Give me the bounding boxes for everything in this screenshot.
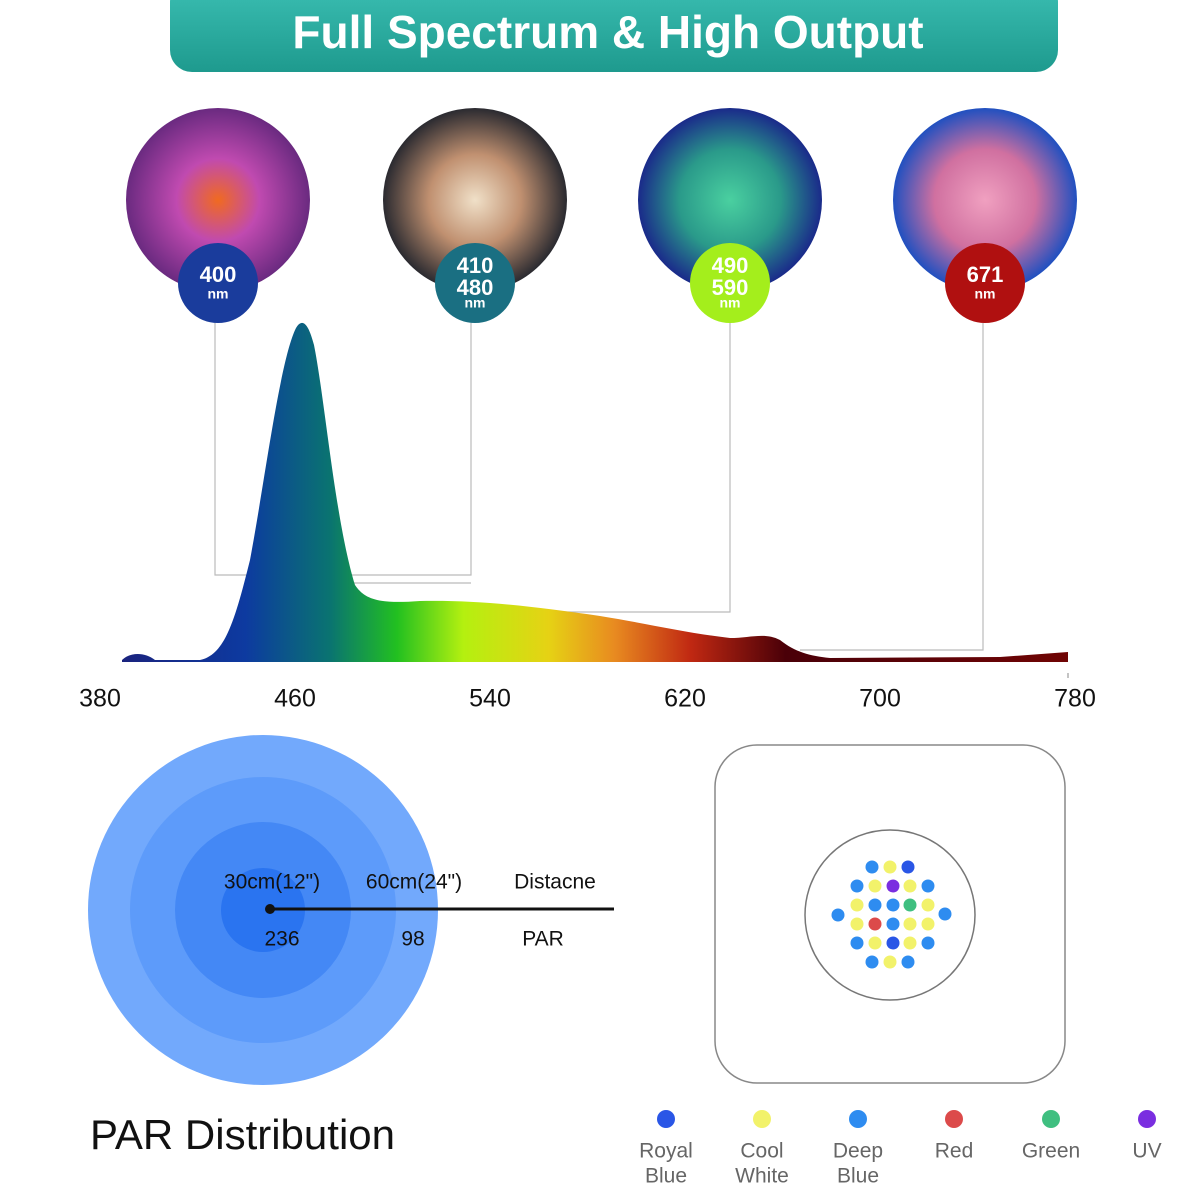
lamp-outline [714,744,1066,1084]
led [850,917,864,931]
x-tick-label: 620 [664,685,706,713]
badge [945,243,1025,323]
legend-label: Royal [639,1140,693,1163]
badge-value: 671 [967,262,1004,287]
badge-unit: nm [720,295,741,311]
led [865,955,879,969]
led [886,917,900,931]
led [868,898,882,912]
legend-swatch [1138,1110,1156,1128]
led [865,860,879,874]
led [883,860,897,874]
led [921,898,935,912]
led [886,898,900,912]
led [831,908,845,922]
par-value: 236 [264,928,299,951]
legend-label: Blue [645,1165,687,1188]
led [921,936,935,950]
badge-unit: nm [465,295,486,311]
led [903,936,917,950]
led [901,955,915,969]
origin-dot [265,904,275,914]
led [883,955,897,969]
x-tick-label: 380 [79,685,121,713]
led [850,898,864,912]
led [903,879,917,893]
badge [690,243,770,323]
lamp-lens [804,829,976,1001]
par-caption: PAR [522,928,564,951]
x-tick-label: 780 [1054,685,1096,713]
par-diagram: 30cm(12") 60cm(24") Distacne 236 98 PAR [88,735,614,1085]
legend-label: Cool [740,1140,783,1163]
led [868,879,882,893]
led [850,879,864,893]
legend-label: Red [935,1140,974,1163]
led [850,936,864,950]
badge-value: 400 [200,262,237,287]
legend-label: Blue [837,1165,879,1188]
badge-unit: nm [208,286,229,302]
badge-value: 490 [712,253,749,278]
legend-label: Deep [833,1140,883,1163]
x-tick-label: 540 [469,685,511,713]
led [903,917,917,931]
header-title: Full Spectrum & High Output [292,6,923,58]
led [886,879,900,893]
legend-label: UV [1132,1140,1161,1163]
legend-swatch [849,1110,867,1128]
badge-value: 410 [457,253,494,278]
legend-swatch [657,1110,675,1128]
par-title: PAR Distribution [90,1111,395,1158]
legend-swatch [1042,1110,1060,1128]
badge-value: 480 [457,275,494,300]
header-banner [170,0,1058,72]
badge [435,243,515,323]
led-layout [831,860,952,969]
distance-label: 30cm(12") [224,871,320,894]
legend-label: White [735,1165,789,1188]
legend-label: Green [1022,1140,1080,1163]
led [886,936,900,950]
x-tick-label: 460 [274,685,316,713]
legend-swatch [753,1110,771,1128]
spectrum-curve [122,322,1068,662]
led [868,917,882,931]
led [903,898,917,912]
legend-swatch [945,1110,963,1128]
led [901,860,915,874]
photo [126,108,310,292]
badge-unit: nm [975,286,996,302]
photo [383,108,567,292]
led [921,879,935,893]
led [938,907,952,921]
photo [893,108,1077,292]
badge [178,243,258,323]
led [921,917,935,931]
badge-value: 590 [712,275,749,300]
photo [638,108,822,292]
x-tick-label: 700 [859,685,901,713]
par-ring [221,868,305,952]
distance-label: 60cm(24") [366,871,462,894]
distance-caption: Distacne [514,871,596,894]
led [868,936,882,950]
par-value: 98 [401,928,424,951]
